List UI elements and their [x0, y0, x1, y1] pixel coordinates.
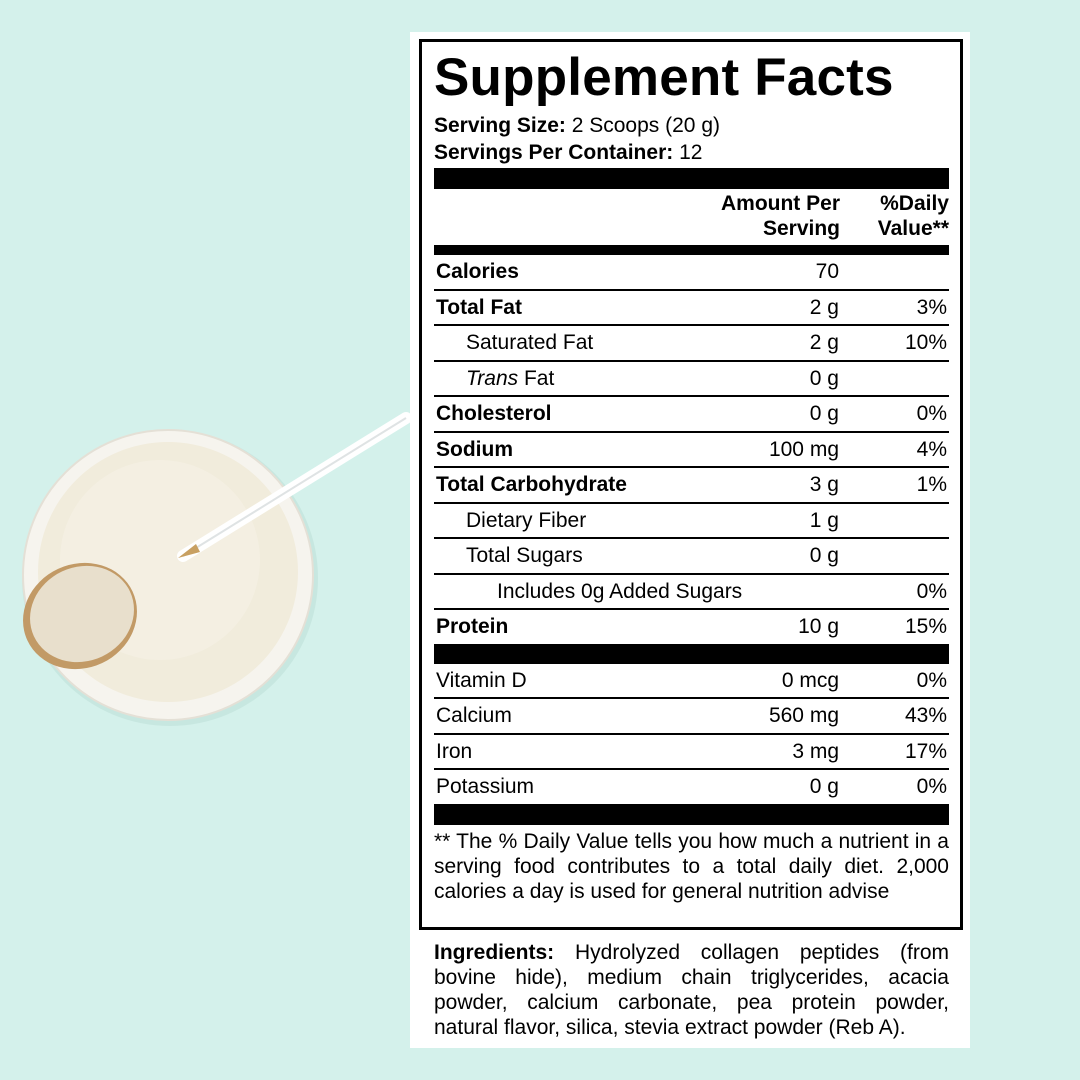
- nutrient-amount: 2 g: [809, 331, 839, 354]
- nutrient-row: Iron 3 mg 17%: [434, 735, 949, 770]
- divider-bar: [434, 168, 949, 189]
- nutrient-name: Iron: [436, 739, 473, 763]
- nutrient-amount: 3 mg: [792, 739, 839, 763]
- nutrient-amount: 0 g: [809, 366, 839, 390]
- amount-per-serving-header: Amount Per Serving: [720, 192, 840, 240]
- nutrient-amount: 0 g: [809, 544, 839, 567]
- nutrient-daily-value: 3%: [916, 295, 947, 319]
- nutrient-amount: 560 mg: [768, 704, 839, 727]
- nutrient-row: Total Fat 2 g 3%: [434, 291, 949, 326]
- nutrient-daily-value: 17%: [904, 739, 947, 763]
- nutrient-name: Dietary Fiber: [466, 508, 587, 532]
- nutrient-name: Total Fat: [436, 295, 522, 319]
- nutrient-daily-value: 0%: [916, 579, 947, 603]
- collagen-powder-bowl-image: [22, 412, 412, 726]
- nutrient-name: Sodium: [436, 437, 513, 461]
- nutrient-daily-value: 10%: [904, 331, 947, 354]
- divider-bar: [434, 245, 949, 255]
- nutrient-row: Total Carbohydrate 3 g 1%: [434, 468, 949, 504]
- nutrient-amount: 100 mg: [768, 437, 839, 461]
- nutrient-name: Trans Fat: [466, 366, 555, 390]
- nutrient-daily-value: 43%: [904, 704, 947, 727]
- nutrient-row: Cholesterol 0 g 0%: [434, 397, 949, 433]
- nutrient-name: Total Carbohydrate: [436, 473, 627, 496]
- nutrient-name: Calcium: [436, 704, 512, 727]
- nutrient-row: Vitamin D 0 mcg 0%: [434, 664, 949, 699]
- label-title: Supplement Facts: [434, 48, 894, 107]
- nutrient-amount: 10 g: [798, 615, 839, 638]
- nutrient-daily-value: 1%: [916, 473, 947, 496]
- nutrient-row: Saturated Fat 2 g 10%: [434, 326, 949, 362]
- nutrient-amount: 0 g: [809, 775, 839, 798]
- nutrient-name: Total Sugars: [466, 544, 583, 567]
- nutrient-daily-value: 0%: [916, 402, 947, 425]
- nutrient-amount: 70: [815, 260, 839, 283]
- nutrient-row: Sodium 100 mg 4%: [434, 433, 949, 468]
- nutrient-amount: 3 g: [809, 473, 839, 496]
- nutrient-row: Calcium 560 mg 43%: [434, 699, 949, 735]
- nutrient-name: Potassium: [436, 775, 535, 798]
- nutrient-name: Protein: [436, 615, 509, 638]
- nutrient-amount: 2 g: [809, 295, 839, 319]
- nutrient-row: Protein 10 g 15%: [434, 610, 949, 644]
- supplement-facts-label: Supplement Facts Serving Size: 2 Scoops …: [419, 39, 963, 930]
- nutrient-rows: Calories 70 Total Fat 2 g 3% Saturated Fat 2 g…: [434, 255, 949, 644]
- nutrient-row: Trans Fat 0 g: [434, 362, 949, 397]
- daily-value-header: %Daily Value**: [877, 192, 949, 240]
- nutrient-daily-value: 4%: [916, 437, 947, 461]
- nutrient-amount: 0 g: [809, 402, 839, 425]
- nutrient-amount: 1 g: [809, 508, 839, 532]
- nutrient-row: Potassium 0 g 0%: [434, 770, 949, 804]
- nutrient-daily-value: 15%: [904, 615, 947, 638]
- ingredients: Ingredients: Hydrolyzed collagen peptide…: [434, 941, 949, 1039]
- nutrient-daily-value: 0%: [916, 775, 947, 798]
- vitamin-rows: Vitamin D 0 mcg 0% Calcium 560 mg 43% Iron 3 mg…: [434, 664, 949, 804]
- servings-per-container: Servings Per Container: 12: [434, 141, 703, 164]
- column-header: Amount Per Serving %Daily Value**: [434, 189, 949, 245]
- divider-bar: [434, 803, 949, 825]
- nutrient-amount: 0 mcg: [781, 668, 839, 692]
- nutrient-row: Calories 70: [434, 255, 949, 291]
- nutrient-name: Includes 0g Added Sugars: [497, 579, 743, 603]
- nutrient-name: Saturated Fat: [466, 331, 594, 354]
- nutrient-row: Total Sugars 0 g: [434, 539, 949, 575]
- serving-size: Serving Size: 2 Scoops (20 g): [434, 114, 720, 137]
- nutrient-name: Vitamin D: [436, 668, 527, 692]
- daily-value-footnote: ** The % Daily Value tells you how much …: [434, 829, 949, 903]
- divider-bar: [434, 643, 949, 664]
- nutrient-daily-value: 0%: [916, 668, 947, 692]
- nutrient-name: Calories: [436, 260, 519, 283]
- nutrient-name: Cholesterol: [436, 402, 552, 425]
- supplement-facts-panel: Supplement Facts Serving Size: 2 Scoops …: [410, 32, 970, 1048]
- nutrient-row: Includes 0g Added Sugars 0%: [434, 575, 949, 610]
- nutrient-row: Dietary Fiber 1 g: [434, 504, 949, 539]
